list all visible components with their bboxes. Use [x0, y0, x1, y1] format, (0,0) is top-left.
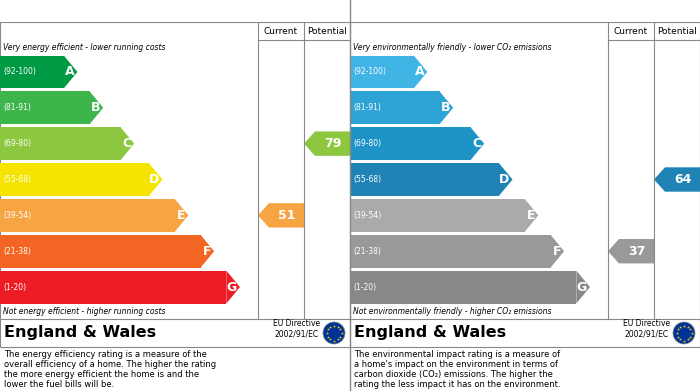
Text: (55-68): (55-68) [3, 175, 31, 184]
Text: England & Wales: England & Wales [354, 325, 506, 341]
Text: EU Directive
2002/91/EC: EU Directive 2002/91/EC [623, 319, 670, 339]
Text: (69-80): (69-80) [3, 139, 31, 148]
Polygon shape [550, 235, 564, 268]
Text: F: F [202, 245, 211, 258]
Text: (55-68): (55-68) [353, 175, 381, 184]
Text: Energy Efficiency Rating: Energy Efficiency Rating [7, 5, 190, 18]
Text: lower the fuel bills will be.: lower the fuel bills will be. [4, 380, 114, 389]
Text: C: C [472, 137, 481, 150]
Text: Very energy efficient - lower running costs: Very energy efficient - lower running co… [3, 43, 165, 52]
Text: (92-100): (92-100) [3, 67, 36, 76]
Polygon shape [226, 271, 240, 303]
Polygon shape [525, 199, 538, 232]
Polygon shape [258, 203, 304, 228]
Bar [0, 163, 149, 196]
Polygon shape [149, 163, 162, 196]
Polygon shape [90, 91, 103, 124]
Text: Environmental Impact (CO₂) Rating: Environmental Impact (CO₂) Rating [357, 5, 619, 18]
Text: EU Directive
2002/91/EC: EU Directive 2002/91/EC [273, 319, 320, 339]
Text: F: F [552, 245, 561, 258]
Bar [0, 127, 120, 160]
Polygon shape [304, 131, 350, 156]
Text: B: B [91, 101, 100, 114]
Text: B: B [441, 101, 450, 114]
Text: (39-54): (39-54) [353, 211, 382, 220]
Text: carbon dioxide (CO₂) emissions. The higher the: carbon dioxide (CO₂) emissions. The high… [354, 370, 553, 379]
Bar [350, 163, 499, 196]
Text: Very environmentally friendly - lower CO₂ emissions: Very environmentally friendly - lower CO… [353, 43, 552, 52]
Text: Potential: Potential [657, 27, 697, 36]
Bar [0, 271, 226, 303]
Polygon shape [175, 199, 188, 232]
Text: (39-54): (39-54) [3, 211, 31, 220]
Text: Current: Current [614, 27, 648, 36]
Polygon shape [440, 91, 453, 124]
Text: England & Wales: England & Wales [4, 325, 156, 341]
Text: (92-100): (92-100) [353, 67, 386, 76]
Text: A: A [415, 65, 424, 79]
Text: The energy efficiency rating is a measure of the: The energy efficiency rating is a measur… [4, 350, 207, 359]
Bar [0, 235, 200, 268]
Polygon shape [200, 235, 214, 268]
Bar [0, 56, 64, 88]
Bar [350, 271, 576, 303]
Text: (1-20): (1-20) [353, 283, 376, 292]
Text: (21-38): (21-38) [353, 247, 381, 256]
Text: the more energy efficient the home is and the: the more energy efficient the home is an… [4, 370, 199, 379]
Polygon shape [499, 163, 512, 196]
Bar [350, 127, 470, 160]
Bar [0, 319, 350, 347]
Circle shape [673, 322, 695, 344]
Text: 64: 64 [674, 173, 691, 186]
Bar [350, 91, 440, 124]
Polygon shape [576, 271, 590, 303]
Text: 79: 79 [324, 137, 341, 150]
Text: G: G [577, 281, 587, 294]
Text: (21-38): (21-38) [3, 247, 31, 256]
Text: 51: 51 [278, 209, 295, 222]
Text: E: E [527, 209, 536, 222]
Text: E: E [177, 209, 186, 222]
Text: D: D [499, 173, 510, 186]
Text: (69-80): (69-80) [353, 139, 381, 148]
Polygon shape [414, 56, 428, 88]
Text: (81-91): (81-91) [353, 103, 381, 112]
Text: rating the less impact it has on the environment.: rating the less impact it has on the env… [354, 380, 561, 389]
Text: Current: Current [264, 27, 298, 36]
Text: A: A [65, 65, 74, 79]
Text: a home's impact on the environment in terms of: a home's impact on the environment in te… [354, 360, 558, 369]
Bar [350, 199, 525, 232]
Text: The environmental impact rating is a measure of: The environmental impact rating is a mea… [354, 350, 560, 359]
Text: overall efficiency of a home. The higher the rating: overall efficiency of a home. The higher… [4, 360, 216, 369]
Bar [0, 91, 90, 124]
Polygon shape [470, 127, 484, 160]
Text: 37: 37 [628, 245, 645, 258]
Polygon shape [64, 56, 78, 88]
Text: Not environmentally friendly - higher CO₂ emissions: Not environmentally friendly - higher CO… [353, 307, 552, 316]
Circle shape [323, 322, 345, 344]
Polygon shape [654, 167, 700, 192]
Text: (81-91): (81-91) [3, 103, 31, 112]
Polygon shape [120, 127, 134, 160]
Text: D: D [149, 173, 160, 186]
Bar [350, 56, 414, 88]
Bar [350, 235, 550, 268]
Text: Not energy efficient - higher running costs: Not energy efficient - higher running co… [3, 307, 165, 316]
Text: C: C [122, 137, 131, 150]
Polygon shape [608, 239, 654, 264]
Text: G: G [227, 281, 237, 294]
Text: Potential: Potential [307, 27, 347, 36]
Text: (1-20): (1-20) [3, 283, 26, 292]
Bar [350, 319, 700, 347]
Bar [0, 199, 175, 232]
